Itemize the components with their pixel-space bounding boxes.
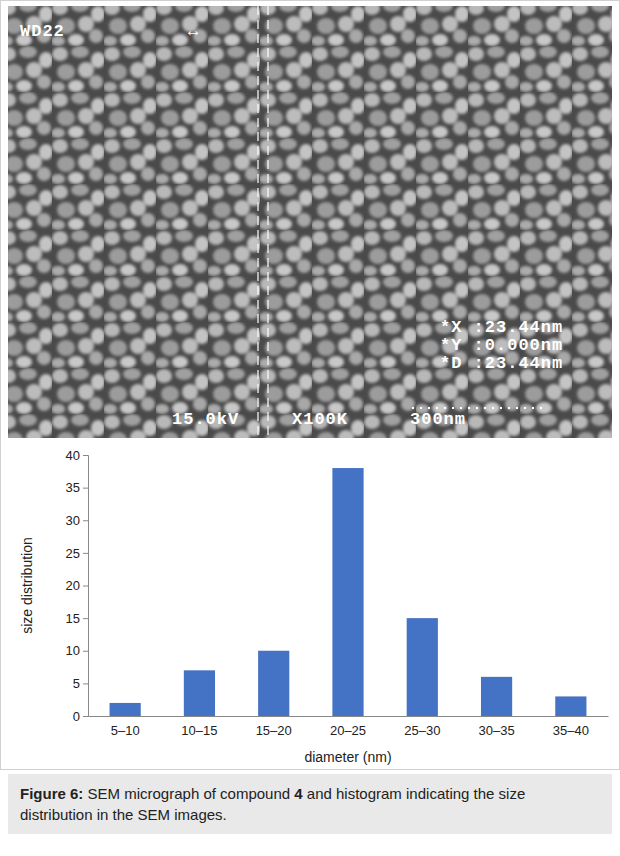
y-axis-line <box>83 456 89 717</box>
measure-line <box>257 6 258 438</box>
micrograph <box>8 6 612 438</box>
y-tick-label: 5 <box>73 676 80 691</box>
y-tick: 40 <box>66 448 88 463</box>
y-tick-label: 10 <box>66 643 80 658</box>
space <box>303 785 307 802</box>
y-tick-mark <box>83 586 88 587</box>
y-tick-mark <box>83 716 88 717</box>
y-tick-label: 40 <box>66 448 80 463</box>
caption: Figure 6: SEM micrograph of compound 4 a… <box>8 774 612 834</box>
y-tick-mark <box>83 618 88 619</box>
micrograph-label: 300nm <box>410 410 466 429</box>
y-tick-mark <box>83 488 88 489</box>
micrograph-label: WD22 <box>20 22 65 41</box>
bar <box>555 696 586 716</box>
micrograph-label: 15.0kV <box>172 410 239 429</box>
figure: WD22 ↔ *X :23.44nm*Y :0.000nm*D :23.44nm 15… <box>0 0 620 856</box>
bar <box>407 618 438 716</box>
x-tick: 25–30 <box>404 716 440 738</box>
bars <box>110 468 587 716</box>
bar <box>481 677 512 716</box>
caption-part: SEM micrograph of compound <box>88 785 291 802</box>
y-tick-label: 15 <box>66 611 80 626</box>
x-tick: 20–25 <box>330 716 366 738</box>
y-tick-label: 30 <box>66 513 80 528</box>
y-tick-label: 0 <box>73 709 80 724</box>
figure-frame <box>1 1 620 770</box>
bar <box>110 703 141 716</box>
caption-part: Figure 6: <box>20 785 83 802</box>
y-tick: 25 <box>66 546 88 561</box>
x-axis-title: diameter (nm) <box>304 749 391 765</box>
y-tick-label: 20 <box>66 578 80 593</box>
y-tick-mark <box>83 651 88 652</box>
y-tick-label: 35 <box>66 480 80 495</box>
micrograph-label: *X :23.44nm <box>440 318 563 337</box>
micrograph-label: *D :23.44nm <box>440 354 563 373</box>
x-tick: 30–35 <box>478 716 514 738</box>
y-axis: 0 5 10 15 20 25 30 35 40 <box>66 448 89 724</box>
micrograph-label: ↔ <box>188 22 199 41</box>
x-tick-label: 30–35 <box>478 723 514 738</box>
bar <box>332 468 363 716</box>
y-tick: 35 <box>66 480 88 495</box>
x-tick: 5–10 <box>111 716 140 738</box>
micrograph-label: *Y :0.000nm <box>440 336 563 355</box>
x-tick-label: 10–15 <box>181 723 217 738</box>
y-axis-title: size distribution <box>19 537 35 634</box>
x-tick-label: 15–20 <box>256 723 292 738</box>
space <box>290 785 294 802</box>
y-tick: 0 <box>73 709 88 724</box>
y-tick: 20 <box>66 578 88 593</box>
x-tick-label: 25–30 <box>404 723 440 738</box>
x-axis-line <box>89 716 609 717</box>
x-tick-label: 5–10 <box>111 723 140 738</box>
x-tick: 10–15 <box>181 716 217 738</box>
y-tick-mark <box>83 455 88 456</box>
y-tick: 10 <box>66 643 88 658</box>
y-tick-label: 25 <box>66 546 80 561</box>
y-tick: 5 <box>73 676 88 691</box>
micrograph-label: X100K <box>292 410 348 429</box>
y-tick-mark <box>83 683 88 684</box>
x-tick: 35–40 <box>553 716 589 738</box>
x-tick-label: 35–40 <box>553 723 589 738</box>
space <box>83 785 87 802</box>
bar <box>184 670 215 716</box>
measure-line <box>267 6 268 438</box>
x-tick-label: 20–25 <box>330 723 366 738</box>
y-tick: 15 <box>66 611 88 626</box>
bar <box>258 651 289 716</box>
y-tick-mark <box>83 553 88 554</box>
x-axis: 5–10 10–15 15–20 20–25 25–30 30–35 35–40 <box>89 716 609 738</box>
scale-bar <box>412 407 542 409</box>
y-tick-mark <box>83 520 88 521</box>
y-tick: 30 <box>66 513 88 528</box>
figure-svg: WD22 ↔ *X :23.44nm*Y :0.000nm*D :23.44nm 15… <box>0 0 620 770</box>
x-tick: 15–20 <box>256 716 292 738</box>
micrograph-image <box>8 6 612 438</box>
caption-part: 4 <box>294 785 302 802</box>
